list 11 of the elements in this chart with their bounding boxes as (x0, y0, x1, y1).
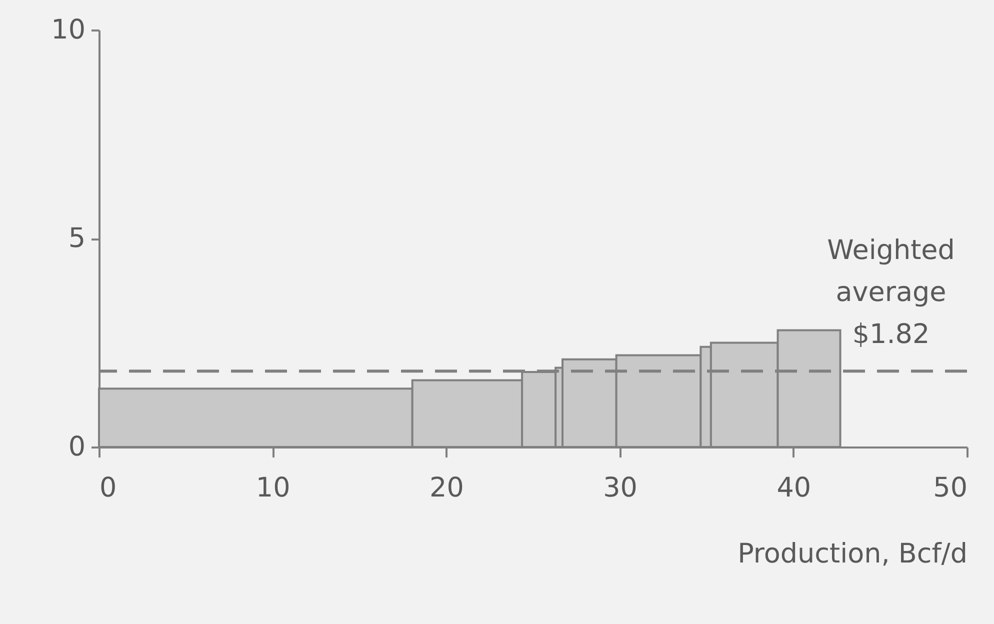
x-axis-title: Production, Bcf/d (738, 538, 968, 570)
ref-line-label: Weighted average $1.82 (827, 235, 955, 350)
y-tick-label: 5 (68, 223, 86, 254)
y-tick-label: 10 (51, 14, 86, 46)
y-tick-label: 0 (68, 432, 86, 462)
x-tick-label: 20 (430, 472, 464, 504)
x-tick-label: 0 (100, 472, 117, 504)
x-tick-label: 50 (933, 472, 968, 504)
x-tick-label: 30 (603, 472, 638, 504)
x-tick-label: 10 (256, 472, 290, 504)
x-tick-label: 40 (776, 472, 812, 504)
